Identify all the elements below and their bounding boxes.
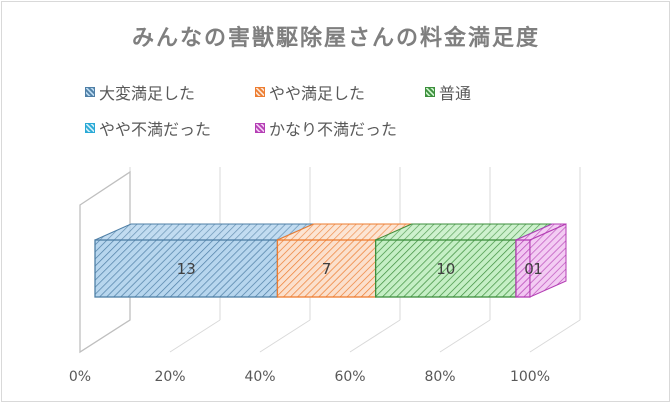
legend-label: 大変満足した	[99, 84, 196, 103]
legend-item: やや満足した	[255, 80, 365, 104]
bar-front	[94, 239, 279, 298]
bar-segment-1	[276, 223, 412, 298]
bar-segment-0	[94, 223, 314, 298]
gridline	[439, 319, 491, 353]
gridline	[259, 319, 311, 353]
legend-label: 普通	[439, 84, 472, 103]
data-label: 13	[177, 260, 196, 278]
legend: 大変満足した やや満足した 普通やや不満だった かなり不満だった	[0, 0, 672, 160]
x-tick-label: 0%	[69, 369, 91, 385]
legend-item: かなり不満だった	[255, 116, 397, 140]
gridline	[169, 319, 221, 353]
data-label: 0	[524, 260, 534, 278]
bar-front	[374, 239, 517, 298]
bar-segment-2	[374, 223, 553, 298]
bar-side	[529, 223, 567, 298]
legend-item: やや不満だった	[85, 116, 211, 140]
legend-swatch	[255, 123, 265, 133]
data-label: 10	[436, 260, 455, 278]
bar-segment-4	[515, 223, 567, 298]
bar-top	[94, 223, 314, 241]
legend-label: やや不満だった	[99, 120, 212, 139]
side-wall	[79, 170, 131, 354]
data-label: 7	[322, 260, 332, 278]
chart-title: みんなの害獣駆除屋さんの料金満足度	[131, 26, 540, 51]
legend-swatch	[255, 87, 265, 97]
legend-label: やや満足した	[269, 84, 366, 103]
legend-swatch	[85, 87, 95, 97]
x-tick-label: 100%	[510, 369, 550, 385]
legend-item: 大変満足した	[85, 80, 195, 104]
gridline	[529, 319, 581, 353]
bar-front	[276, 239, 377, 298]
data-label: 1	[533, 260, 543, 278]
legend-swatch	[85, 123, 95, 133]
x-tick-label: 80%	[424, 369, 455, 385]
x-tick-label: 20%	[154, 369, 185, 385]
legend-swatch	[425, 87, 435, 97]
x-tick-label: 40%	[244, 369, 275, 385]
legend-item: 普通	[425, 80, 471, 104]
gridline	[349, 319, 401, 353]
x-tick-label: 60%	[334, 369, 365, 385]
legend-label: かなり不満だった	[269, 120, 398, 139]
